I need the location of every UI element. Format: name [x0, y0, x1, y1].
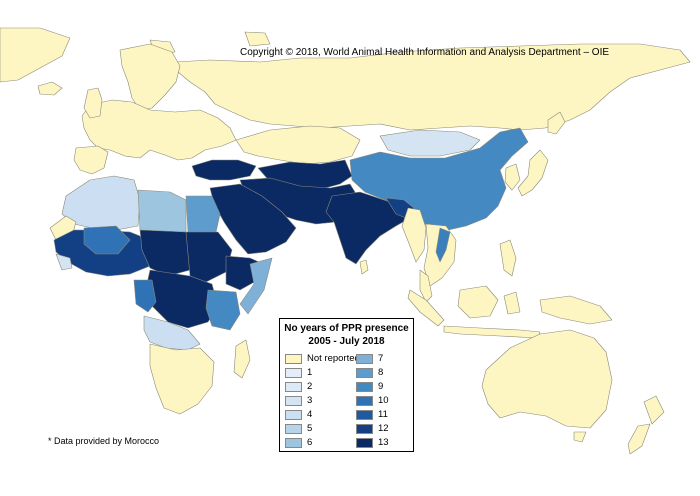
region-sri-lanka — [359, 259, 369, 275]
region-new-zealand — [627, 395, 665, 455]
legend-label: 9 — [378, 381, 384, 392]
legend-label: 10 — [378, 395, 389, 406]
legend-label: 13 — [378, 437, 389, 448]
legend-item: 13 — [356, 437, 389, 449]
region-guinea-coast — [55, 253, 73, 271]
region-sumatra — [407, 289, 445, 327]
region-borneo — [457, 285, 499, 319]
legend-label: 11 — [378, 409, 388, 420]
legend-swatch — [285, 438, 302, 448]
region-korea — [504, 163, 521, 191]
legend-item: Not reported — [285, 353, 360, 365]
legend-label: 2 — [307, 381, 313, 392]
region-congo — [133, 279, 157, 313]
legend-item: 2 — [285, 381, 312, 393]
legend-item: 1 — [285, 367, 312, 379]
region-somalia — [239, 257, 273, 315]
copyright-notice: Copyright © 2018, World Animal Health In… — [240, 47, 610, 58]
region-turkey — [191, 159, 257, 181]
legend-swatch — [356, 438, 373, 448]
legend-item: 11 — [356, 409, 388, 421]
region-egypt — [185, 195, 221, 233]
region-vietnam — [435, 227, 451, 263]
legend-label: 12 — [378, 423, 389, 434]
region-southern-africa — [149, 343, 215, 415]
region-scandinavia — [119, 43, 181, 111]
region-tasmania — [573, 431, 587, 443]
region-iceland — [37, 81, 63, 96]
map-legend: No years of PPR presence 2005 - July 201… — [279, 318, 414, 452]
legend-swatch — [356, 382, 373, 392]
region-arabia — [209, 183, 297, 255]
region-myanmar — [401, 207, 427, 263]
legend-swatch — [285, 382, 302, 392]
region-sudan — [185, 231, 233, 283]
region-mongolia — [379, 129, 481, 157]
region-philippines — [499, 239, 521, 315]
legend-label: 6 — [307, 437, 313, 448]
region-iberia — [73, 145, 109, 175]
legend-label: 5 — [307, 423, 313, 434]
legend-swatch — [285, 424, 302, 434]
legend-item: 10 — [356, 395, 389, 407]
legend-swatch — [285, 396, 302, 406]
legend-item: 6 — [285, 437, 312, 449]
legend-label: 4 — [307, 409, 313, 420]
legend-title-line1: No years of PPR presence — [284, 323, 409, 334]
legend-item: 4 — [285, 409, 312, 421]
legend-item: 5 — [285, 423, 312, 435]
legend-label: 3 — [307, 395, 313, 406]
region-india — [325, 191, 411, 265]
region-madagascar — [233, 339, 251, 379]
region-malaysia — [419, 269, 433, 303]
legend-label: 1 — [307, 367, 313, 378]
region-europe — [81, 99, 237, 161]
region-kazakhstan — [235, 125, 361, 165]
legend-label: Not reported — [307, 353, 360, 364]
legend-swatch — [356, 424, 373, 434]
legend-swatch — [356, 368, 373, 378]
region-japan — [517, 111, 566, 197]
legend-item: 3 — [285, 395, 312, 407]
legend-swatch — [356, 354, 373, 364]
legend-item: 9 — [356, 381, 383, 393]
legend-label: 7 — [378, 353, 384, 364]
region-new-guinea — [539, 295, 613, 325]
region-greenland — [0, 27, 71, 83]
legend-swatch — [356, 410, 373, 420]
region-mali — [83, 225, 131, 255]
region-libya — [137, 189, 187, 237]
legend-item: 12 — [356, 423, 389, 435]
legend-swatch — [285, 354, 302, 364]
legend-title-line2: 2005 - July 2018 — [308, 336, 385, 347]
region-java — [443, 325, 541, 339]
legend-swatch — [356, 396, 373, 406]
legend-title: No years of PPR presence 2005 - July 201… — [280, 322, 413, 348]
footnote: * Data provided by Morocco — [48, 436, 160, 446]
region-east-africa — [205, 289, 241, 331]
region-uk — [83, 87, 103, 119]
legend-swatch — [285, 368, 302, 378]
legend-item: 8 — [356, 367, 383, 379]
region-australia — [481, 329, 613, 429]
region-russia — [174, 43, 691, 131]
legend-swatch — [285, 410, 302, 420]
legend-item: 7 — [356, 353, 383, 365]
legend-label: 8 — [378, 367, 384, 378]
